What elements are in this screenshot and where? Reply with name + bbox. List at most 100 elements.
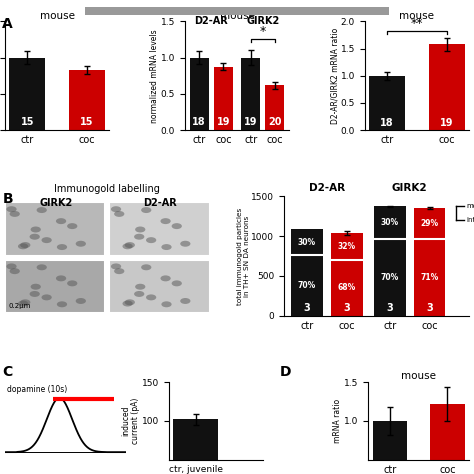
Y-axis label: mRNA ratio: mRNA ratio	[333, 399, 342, 443]
Text: 19: 19	[244, 117, 257, 128]
Bar	[430, 404, 465, 474]
Bar	[414, 208, 446, 239]
Text: 29%: 29%	[420, 219, 438, 228]
Circle shape	[67, 281, 77, 286]
Y-axis label: normalized mRNA levels: normalized mRNA levels	[150, 29, 159, 123]
Bar	[331, 233, 363, 259]
Circle shape	[67, 223, 77, 229]
Circle shape	[6, 264, 17, 269]
Text: GIRK2: GIRK2	[39, 198, 73, 208]
Bar	[109, 260, 210, 313]
Text: 19: 19	[217, 117, 230, 128]
Text: 15: 15	[20, 117, 34, 128]
Circle shape	[31, 284, 41, 290]
Circle shape	[56, 218, 66, 224]
Bar	[291, 229, 323, 255]
Circle shape	[111, 206, 121, 212]
Bar	[265, 85, 284, 130]
Circle shape	[18, 243, 28, 249]
Title: mouse: mouse	[400, 10, 435, 20]
Text: 70%: 70%	[381, 273, 399, 282]
Circle shape	[134, 291, 145, 297]
Circle shape	[20, 242, 30, 248]
Circle shape	[36, 264, 47, 270]
Bar	[429, 44, 465, 130]
Bar	[291, 255, 323, 316]
Bar	[374, 206, 406, 239]
Circle shape	[122, 243, 133, 249]
Circle shape	[6, 206, 17, 212]
Text: 3: 3	[343, 303, 350, 313]
Circle shape	[42, 294, 52, 301]
Bar	[369, 76, 405, 130]
Circle shape	[172, 281, 182, 286]
Text: 20: 20	[268, 117, 282, 128]
Title: mouse: mouse	[401, 371, 436, 381]
Circle shape	[57, 244, 67, 250]
Bar	[190, 58, 209, 130]
Text: 0.2μm: 0.2μm	[9, 302, 31, 309]
Circle shape	[111, 264, 121, 269]
Circle shape	[9, 211, 20, 217]
Bar	[374, 239, 406, 316]
Circle shape	[161, 301, 172, 307]
Text: *: *	[260, 25, 266, 38]
Bar	[331, 259, 363, 316]
Bar	[9, 58, 45, 130]
Circle shape	[76, 241, 86, 247]
Circle shape	[161, 275, 171, 282]
Bar	[109, 202, 210, 256]
Circle shape	[36, 207, 47, 213]
Circle shape	[172, 223, 182, 229]
Circle shape	[134, 234, 145, 240]
Circle shape	[42, 237, 52, 243]
Text: intracellular: intracellular	[466, 218, 474, 223]
Text: D2-AR: D2-AR	[144, 198, 177, 208]
Text: 3: 3	[386, 303, 393, 313]
Circle shape	[114, 211, 124, 217]
Y-axis label: induced
current (pA): induced current (pA)	[121, 398, 140, 444]
Text: 18: 18	[192, 117, 206, 128]
Title: mouse: mouse	[219, 10, 255, 20]
Bar	[5, 202, 105, 256]
Circle shape	[9, 268, 20, 274]
Text: D2-AR: D2-AR	[309, 183, 345, 193]
Title: Immunogold labelling: Immunogold labelling	[54, 184, 160, 194]
Circle shape	[135, 227, 146, 232]
Text: A: A	[2, 17, 13, 31]
Text: 32%: 32%	[337, 242, 356, 251]
Circle shape	[141, 264, 151, 270]
Y-axis label: total immunogold particles
in TH+ SN DA neurons: total immunogold particles in TH+ SN DA …	[237, 208, 250, 305]
Circle shape	[18, 301, 28, 307]
Bar	[373, 421, 407, 474]
Text: D2-AR: D2-AR	[194, 17, 228, 27]
Y-axis label: D2-AR/GIRK2 mRNA ratio: D2-AR/GIRK2 mRNA ratio	[330, 27, 339, 124]
Text: B: B	[2, 192, 13, 206]
Text: GIRK2: GIRK2	[246, 17, 279, 27]
Text: 70%: 70%	[298, 281, 316, 290]
Text: 30%: 30%	[298, 237, 316, 246]
Bar	[5, 260, 105, 313]
Circle shape	[29, 291, 40, 297]
Circle shape	[56, 275, 66, 282]
Circle shape	[20, 299, 30, 305]
Circle shape	[29, 234, 40, 240]
Circle shape	[146, 294, 156, 301]
Bar	[241, 58, 260, 130]
Circle shape	[135, 284, 146, 290]
Circle shape	[122, 301, 133, 307]
Text: 3: 3	[304, 303, 310, 313]
Bar	[214, 67, 233, 130]
Text: 71%: 71%	[420, 273, 438, 282]
Bar	[414, 239, 446, 316]
Circle shape	[76, 298, 86, 304]
Circle shape	[146, 237, 156, 243]
Circle shape	[57, 301, 67, 307]
Text: dopamine (10s): dopamine (10s)	[7, 385, 67, 394]
Circle shape	[125, 242, 135, 248]
Text: D: D	[280, 365, 291, 379]
Circle shape	[125, 299, 135, 305]
Circle shape	[161, 244, 172, 250]
Circle shape	[180, 241, 191, 247]
Title: mouse: mouse	[39, 10, 74, 20]
